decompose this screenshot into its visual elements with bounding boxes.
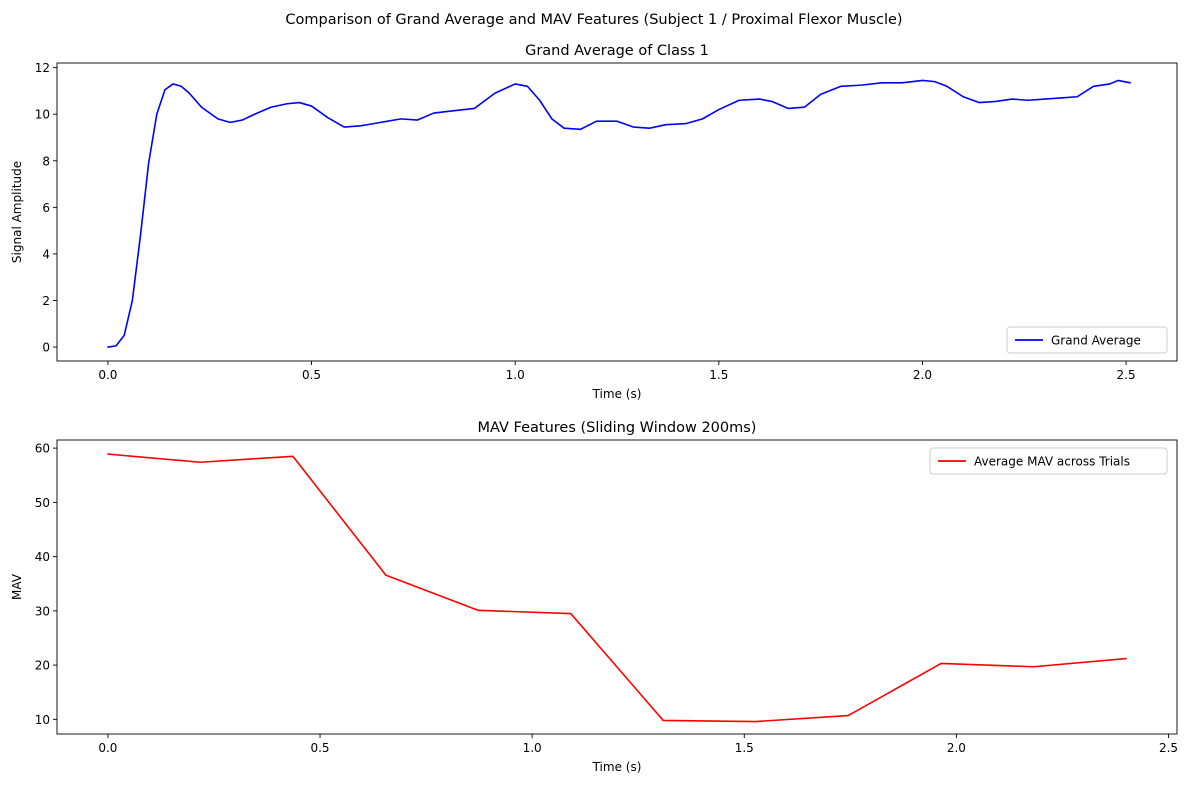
legend: Average MAV across Trials bbox=[929, 447, 1168, 475]
y-tick-label: 2 bbox=[42, 294, 50, 308]
x-tick-label: 2.5 bbox=[1117, 368, 1136, 382]
y-axis-label: MAV bbox=[10, 573, 24, 600]
y-tick-label: 6 bbox=[42, 201, 50, 215]
legend-box bbox=[1006, 326, 1168, 354]
series-line-0 bbox=[107, 79, 1131, 348]
y-axis-label: Signal Amplitude bbox=[10, 161, 24, 263]
x-tick-label: 0.5 bbox=[302, 368, 321, 382]
y-tick-label: 30 bbox=[35, 604, 50, 618]
x-tick-label: 0.0 bbox=[98, 368, 117, 382]
x-axis-label: Time (s) bbox=[592, 760, 642, 774]
legend-box bbox=[929, 447, 1168, 475]
legend: Grand Average bbox=[1006, 326, 1168, 354]
x-tick-label: 1.0 bbox=[506, 368, 525, 382]
figure-suptitle: Comparison of Grand Average and MAV Feat… bbox=[285, 12, 902, 28]
legend-label: Grand Average bbox=[1051, 334, 1141, 348]
series-line-0 bbox=[107, 453, 1127, 723]
chart-title: Grand Average of Class 1 bbox=[525, 43, 709, 59]
y-tick-label: 60 bbox=[35, 442, 50, 456]
x-axis-label: Time (s) bbox=[592, 387, 642, 401]
y-tick-label: 20 bbox=[35, 659, 50, 673]
y-tick-label: 8 bbox=[42, 154, 50, 168]
x-tick-label: 1.0 bbox=[523, 741, 542, 755]
axes-frame bbox=[56, 62, 1178, 362]
y-tick-label: 10 bbox=[35, 108, 50, 122]
y-tick-label: 40 bbox=[35, 550, 50, 564]
grand-average-plot: Grand Average of Class 1 0.0 0.5 1.0 1.5 2.0 2… bbox=[10, 43, 1178, 401]
axes-frame bbox=[56, 439, 1178, 735]
legend-label: Average MAV across Trials bbox=[974, 455, 1130, 469]
x-tick-label: 2.5 bbox=[1159, 741, 1178, 755]
y-tick-label: 50 bbox=[35, 496, 50, 510]
chart-title: MAV Features (Sliding Window 200ms) bbox=[478, 420, 757, 436]
y-tick-label: 12 bbox=[35, 61, 50, 75]
x-tick-label: 0.5 bbox=[310, 741, 329, 755]
x-tick-label: 2.0 bbox=[947, 741, 966, 755]
y-tick-label: 0 bbox=[42, 341, 50, 355]
mav-features-plot: MAV Features (Sliding Window 200ms) 0.0 0.… bbox=[10, 420, 1178, 774]
x-tick-label: 2.0 bbox=[913, 368, 932, 382]
y-tick-label: 10 bbox=[35, 713, 50, 727]
y-tick-label: 4 bbox=[42, 247, 50, 261]
x-tick-label: 1.5 bbox=[709, 368, 728, 382]
x-tick-label: 0.0 bbox=[98, 741, 117, 755]
x-tick-label: 1.5 bbox=[735, 741, 754, 755]
